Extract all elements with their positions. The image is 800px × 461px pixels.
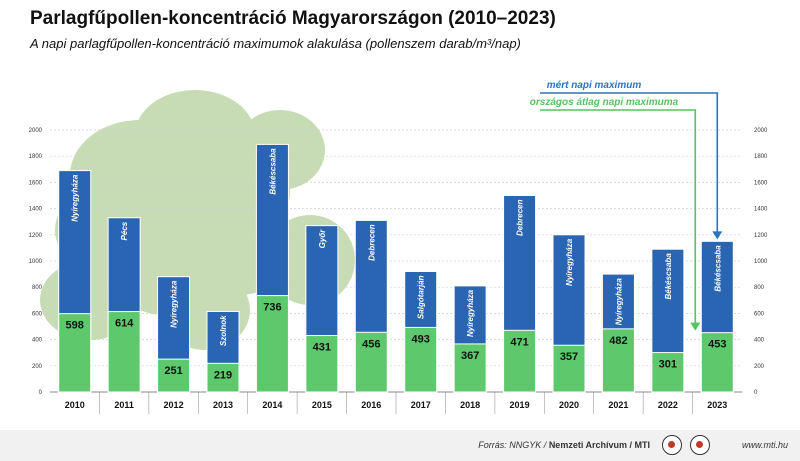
chart-subtitle: A napi parlagfűpollen-koncentráció maxim… bbox=[30, 36, 521, 51]
nngyk-logo-icon bbox=[662, 435, 682, 455]
avg-value-label: 431 bbox=[313, 342, 331, 354]
y-tick-label-left: 600 bbox=[32, 311, 43, 317]
year-label: 2013 bbox=[213, 400, 233, 410]
avg-bar bbox=[206, 362, 240, 393]
year-label: 2014 bbox=[262, 400, 282, 410]
year-label: 2010 bbox=[65, 400, 85, 410]
location-label: Nyíregyháza bbox=[466, 289, 475, 337]
location-label: Nyíregyháza bbox=[565, 238, 574, 286]
avg-bar bbox=[58, 313, 92, 393]
avg-value-label: 471 bbox=[510, 336, 528, 348]
location-label: Szolnok bbox=[219, 315, 228, 346]
year-label: 2023 bbox=[707, 400, 727, 410]
y-tick-label-right: 400 bbox=[754, 338, 765, 344]
avg-value-label: 301 bbox=[659, 359, 677, 371]
source-url: www.mti.hu bbox=[741, 440, 788, 450]
y-tick-label-left: 200 bbox=[32, 364, 43, 370]
y-tick-label-left: 2000 bbox=[29, 128, 43, 134]
avg-value-label: 219 bbox=[214, 369, 232, 381]
avg-value-label: 357 bbox=[560, 351, 578, 363]
location-label: Debrecen bbox=[516, 199, 525, 236]
year-label: 2015 bbox=[312, 400, 332, 410]
legend-max-label: mért napi maximum bbox=[547, 80, 642, 91]
avg-bar bbox=[552, 344, 586, 393]
location-label: Nyíregyháza bbox=[71, 174, 80, 222]
year-label: 2011 bbox=[114, 400, 134, 410]
avg-bar bbox=[503, 329, 537, 393]
avg-bar bbox=[453, 343, 487, 393]
legend-max-arrow-line bbox=[540, 92, 719, 234]
mti-logo-icon bbox=[690, 435, 710, 455]
legend-avg-arrowhead bbox=[690, 322, 701, 331]
location-label: Salgótarján bbox=[417, 275, 426, 319]
avg-value-label: 598 bbox=[66, 320, 84, 332]
location-label: Békéscsaba bbox=[664, 253, 673, 300]
avg-value-label: 453 bbox=[708, 339, 726, 351]
chart-title: Parlagfűpollen-koncentráció Magyarország… bbox=[30, 8, 556, 29]
year-label: 2012 bbox=[164, 400, 184, 410]
avg-bar bbox=[255, 295, 289, 393]
year-label: 2020 bbox=[559, 400, 579, 410]
y-tick-label-right: 0 bbox=[754, 390, 758, 396]
year-label: 2021 bbox=[608, 400, 628, 410]
avg-value-label: 493 bbox=[412, 333, 430, 345]
avg-bar bbox=[157, 358, 191, 393]
y-tick-label-right: 1000 bbox=[754, 259, 768, 265]
legend-avg-label: országos átlag napi maximuma bbox=[530, 97, 679, 108]
year-label: 2018 bbox=[460, 400, 480, 410]
footer: Forrás: NNGYK / Nemzeti Archívum / MTI w… bbox=[0, 430, 800, 461]
y-tick-label-left: 1200 bbox=[29, 233, 43, 239]
avg-value-label: 251 bbox=[164, 365, 182, 377]
y-tick-label-right: 1600 bbox=[754, 180, 768, 186]
bar-chart: 0 0 200 200 400 400 600 600 800 800 1000 1000 1200 12… bbox=[29, 80, 768, 414]
y-tick-label-right: 600 bbox=[754, 311, 765, 317]
y-tick-label-right: 800 bbox=[754, 285, 765, 291]
y-tick-label-right: 1800 bbox=[754, 154, 768, 160]
year-label: 2019 bbox=[510, 400, 530, 410]
y-tick-label-left: 1000 bbox=[29, 259, 43, 265]
avg-bar bbox=[404, 326, 438, 393]
legend-avg-arrow-line bbox=[540, 109, 697, 325]
y-tick-label-right: 200 bbox=[754, 364, 765, 370]
y-tick-label-left: 1800 bbox=[29, 154, 43, 160]
y-tick-label-left: 400 bbox=[32, 338, 43, 344]
avg-bar bbox=[354, 331, 388, 393]
location-label: Debrecen bbox=[367, 224, 376, 261]
legend-max-arrowhead bbox=[712, 231, 723, 240]
location-label: Győr bbox=[318, 229, 327, 249]
y-tick-label-left: 1400 bbox=[29, 207, 43, 213]
avg-value-label: 456 bbox=[362, 338, 380, 350]
location-label: Békéscsaba bbox=[713, 245, 722, 292]
y-tick-label-left: 800 bbox=[32, 285, 43, 291]
location-label: Nyíregyháza bbox=[170, 280, 179, 328]
year-label: 2016 bbox=[361, 400, 381, 410]
location-label: Pécs bbox=[120, 221, 129, 240]
year-label: 2022 bbox=[658, 400, 678, 410]
avg-value-label: 367 bbox=[461, 350, 479, 362]
location-label: Békéscsaba bbox=[268, 148, 277, 195]
avg-bar bbox=[651, 352, 685, 393]
y-tick-label-left: 1600 bbox=[29, 180, 43, 186]
avg-bar bbox=[305, 335, 339, 393]
avg-value-label: 614 bbox=[115, 318, 134, 330]
source-text: Forrás: NNGYK / Nemzeti Archívum / MTI bbox=[478, 440, 650, 450]
y-tick-label-left: 0 bbox=[39, 390, 43, 396]
avg-bar bbox=[700, 332, 734, 393]
y-tick-label-right: 2000 bbox=[754, 128, 768, 134]
avg-bar bbox=[107, 311, 141, 393]
avg-value-label: 482 bbox=[609, 335, 627, 347]
location-label: Nyíregyháza bbox=[614, 278, 623, 326]
y-tick-label-right: 1200 bbox=[754, 233, 768, 239]
avg-value-label: 736 bbox=[263, 302, 281, 314]
y-tick-label-right: 1400 bbox=[754, 207, 768, 213]
avg-bar bbox=[601, 328, 635, 393]
year-label: 2017 bbox=[411, 400, 431, 410]
